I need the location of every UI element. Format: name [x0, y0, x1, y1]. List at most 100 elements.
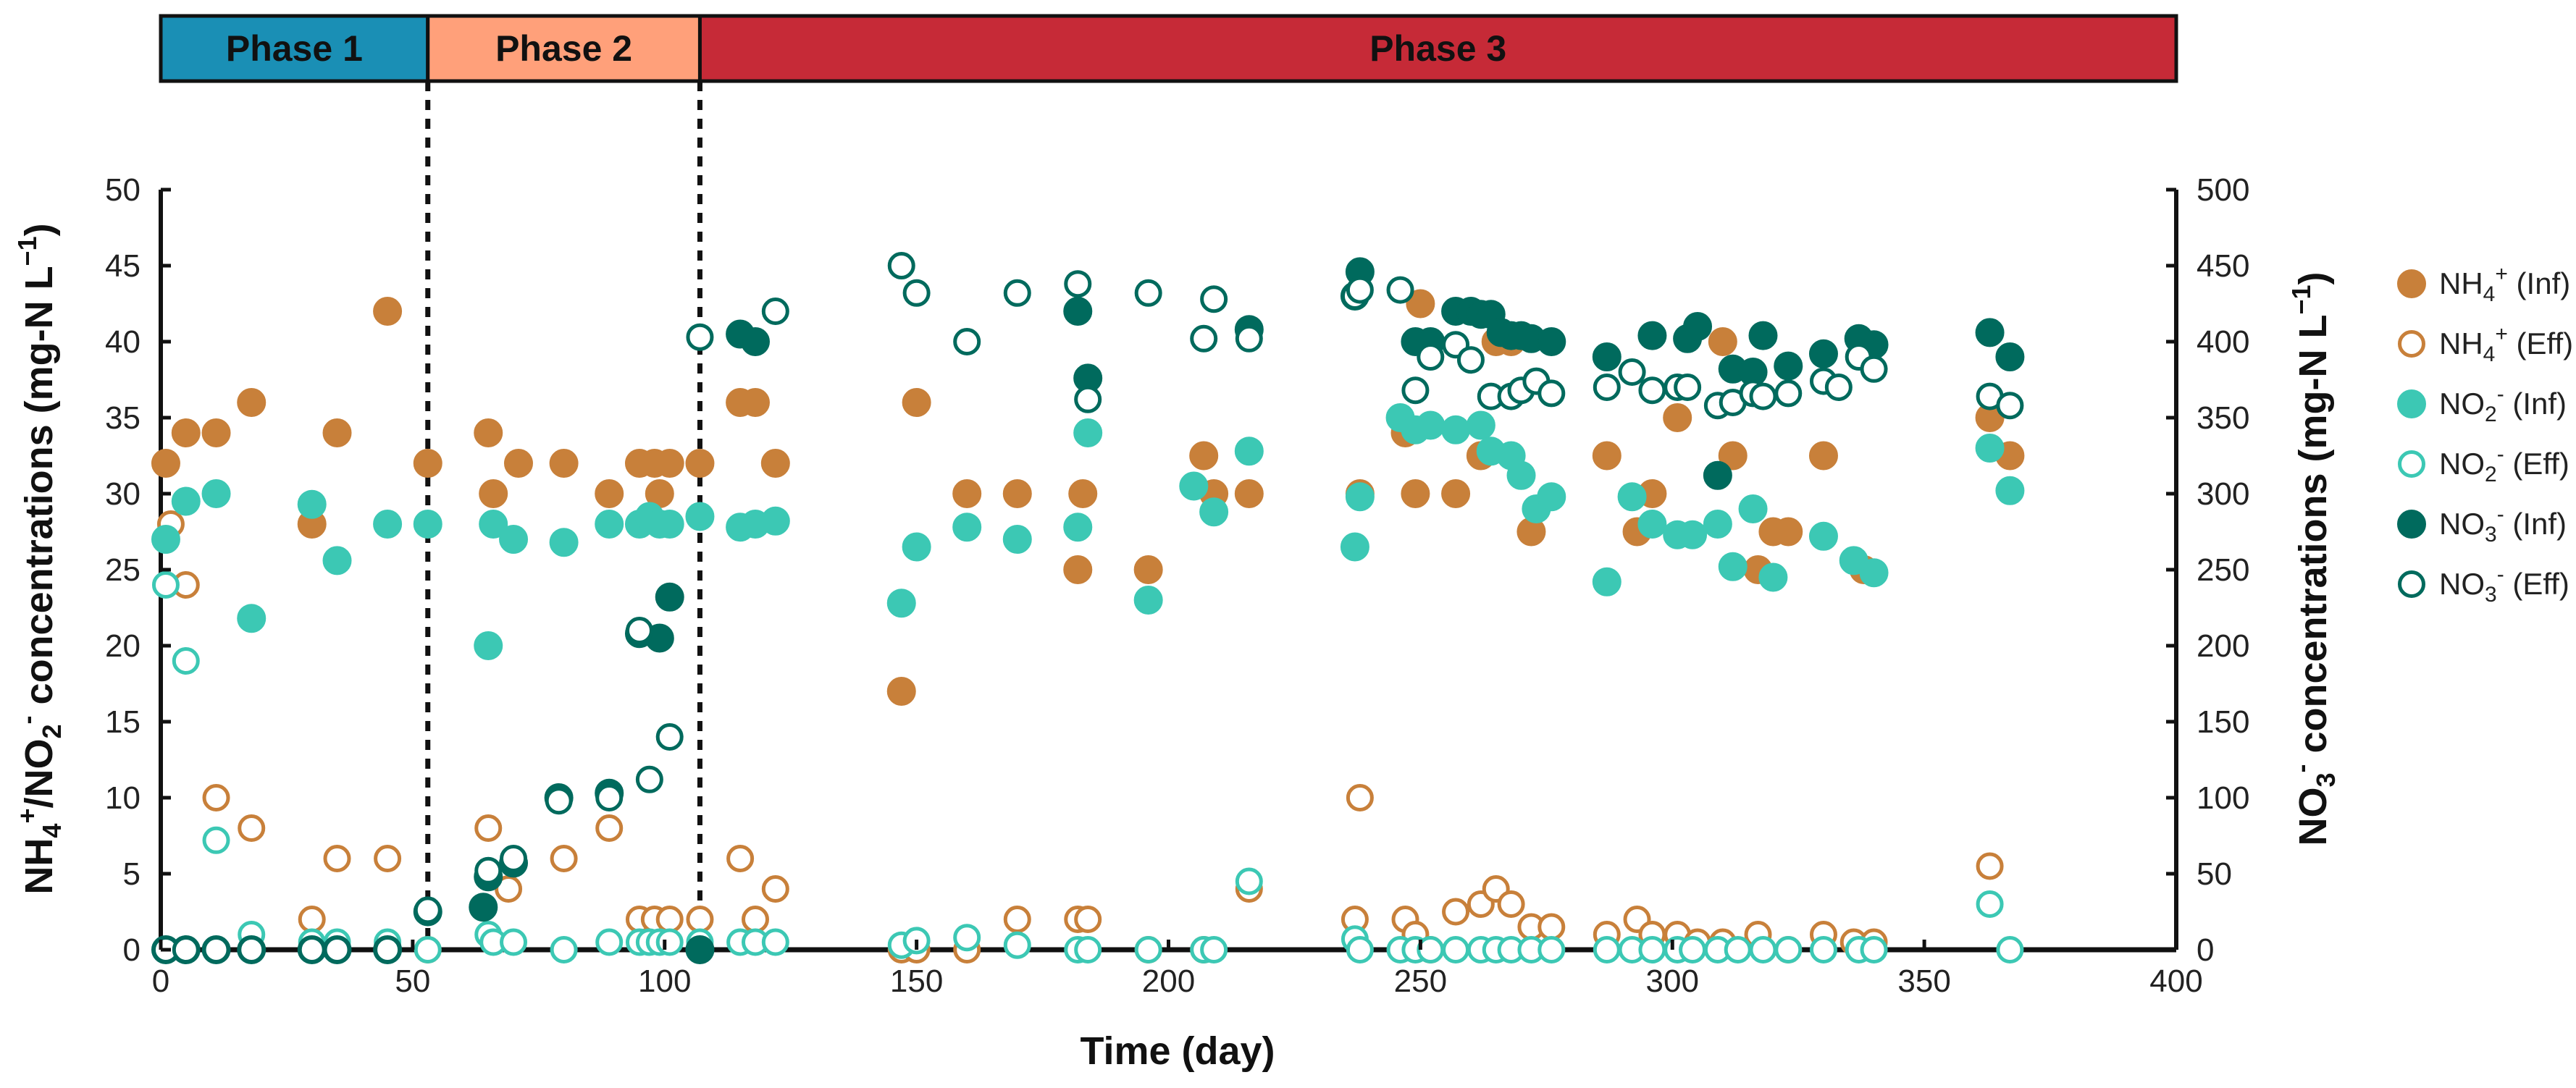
data-point	[655, 723, 684, 751]
data-point	[237, 604, 267, 633]
data-point	[595, 928, 624, 956]
data-point	[1975, 318, 2005, 347]
data-point	[298, 906, 326, 933]
data-point	[1674, 374, 1702, 401]
data-point	[595, 784, 624, 811]
data-point	[887, 252, 915, 279]
series-no3-inf	[151, 257, 2025, 964]
data-point	[1593, 374, 1621, 401]
data-point	[1063, 513, 1093, 542]
legend-label: NO3- (Eff)	[2439, 562, 2569, 607]
legend-item: NO3- (Inf)	[2397, 502, 2567, 547]
data-point	[414, 936, 442, 963]
data-point	[1976, 890, 2004, 918]
data-point	[474, 418, 503, 447]
legend-label: NO2- (Eff)	[2439, 442, 2569, 486]
data-point	[1234, 479, 1264, 508]
data-point	[685, 935, 715, 964]
data-point	[1678, 520, 1708, 549]
data-point	[1346, 784, 1374, 811]
data-point	[1976, 852, 2004, 880]
legend-item: NO2- (Inf)	[2397, 382, 2567, 426]
data-point	[500, 928, 528, 956]
data-point	[1506, 460, 1536, 490]
data-point	[1593, 936, 1621, 963]
data-point	[1537, 379, 1566, 408]
data-point	[741, 906, 769, 933]
data-point	[238, 814, 266, 842]
data-point	[902, 388, 931, 417]
data-point	[550, 936, 578, 963]
data-point	[595, 510, 624, 539]
data-point	[655, 510, 684, 539]
data-point	[374, 936, 402, 963]
y-left-tick-label: 35	[105, 400, 140, 436]
data-point	[172, 647, 200, 675]
y-right-tick-label: 450	[2197, 248, 2249, 284]
data-points	[151, 252, 2025, 964]
data-point	[655, 449, 684, 478]
data-point	[550, 845, 578, 872]
data-point	[1003, 279, 1031, 307]
data-point	[595, 479, 624, 508]
data-point	[902, 532, 931, 562]
data-point	[1063, 297, 1093, 326]
data-point	[1401, 376, 1430, 405]
data-point	[1537, 327, 1566, 356]
data-point	[1199, 497, 1229, 527]
legend-marker	[2398, 330, 2425, 358]
legend-item: NH4+ (Eff)	[2398, 322, 2573, 366]
data-point	[685, 502, 715, 531]
data-point	[655, 906, 684, 933]
data-point	[201, 418, 231, 447]
data-point	[1618, 358, 1646, 386]
data-point	[373, 297, 403, 326]
data-point	[413, 510, 442, 539]
data-point	[1235, 867, 1263, 895]
data-point	[1718, 441, 1748, 471]
data-point	[151, 571, 180, 599]
legend-item: NO2- (Eff)	[2398, 442, 2569, 486]
data-point	[1774, 936, 1803, 963]
data-point	[1637, 321, 1667, 350]
y-right-tick-label: 0	[2197, 932, 2214, 968]
phase-label-3: Phase 3	[1369, 28, 1506, 69]
data-point	[953, 328, 981, 355]
data-point	[479, 479, 508, 508]
y-left-tick-label: 10	[105, 780, 140, 816]
data-point	[1708, 327, 1737, 356]
x-tick-label: 100	[638, 963, 691, 999]
data-point	[1996, 392, 2024, 420]
x-tick-label: 250	[1394, 963, 1447, 999]
y-right-tick-label: 150	[2197, 704, 2249, 740]
data-point	[322, 418, 352, 447]
data-point	[474, 814, 503, 842]
y-left-tick-label: 5	[123, 856, 140, 892]
data-point	[1442, 898, 1470, 926]
data-point	[1975, 434, 2005, 463]
data-point	[1235, 324, 1263, 353]
data-point	[635, 765, 663, 793]
data-point	[373, 510, 403, 539]
data-point	[1592, 441, 1621, 471]
data-point	[1679, 936, 1707, 963]
phase-block-2	[426, 14, 702, 83]
data-point	[1133, 555, 1163, 584]
data-point	[1345, 482, 1375, 512]
data-point	[151, 525, 180, 554]
legend-marker	[2397, 389, 2426, 418]
data-point	[953, 924, 981, 952]
x-tick-label: 350	[1897, 963, 1950, 999]
y-right-tick-label: 300	[2197, 476, 2249, 512]
data-point	[1063, 555, 1093, 584]
y-left-tick-label: 15	[105, 704, 140, 740]
data-point	[549, 449, 579, 478]
data-point	[1663, 403, 1692, 432]
x-tick-label: 0	[152, 963, 169, 999]
data-point	[761, 928, 789, 956]
data-point	[1724, 936, 1752, 963]
data-point	[413, 449, 442, 478]
data-point	[686, 323, 714, 351]
legend-item: NH4+ (Inf)	[2397, 262, 2570, 306]
